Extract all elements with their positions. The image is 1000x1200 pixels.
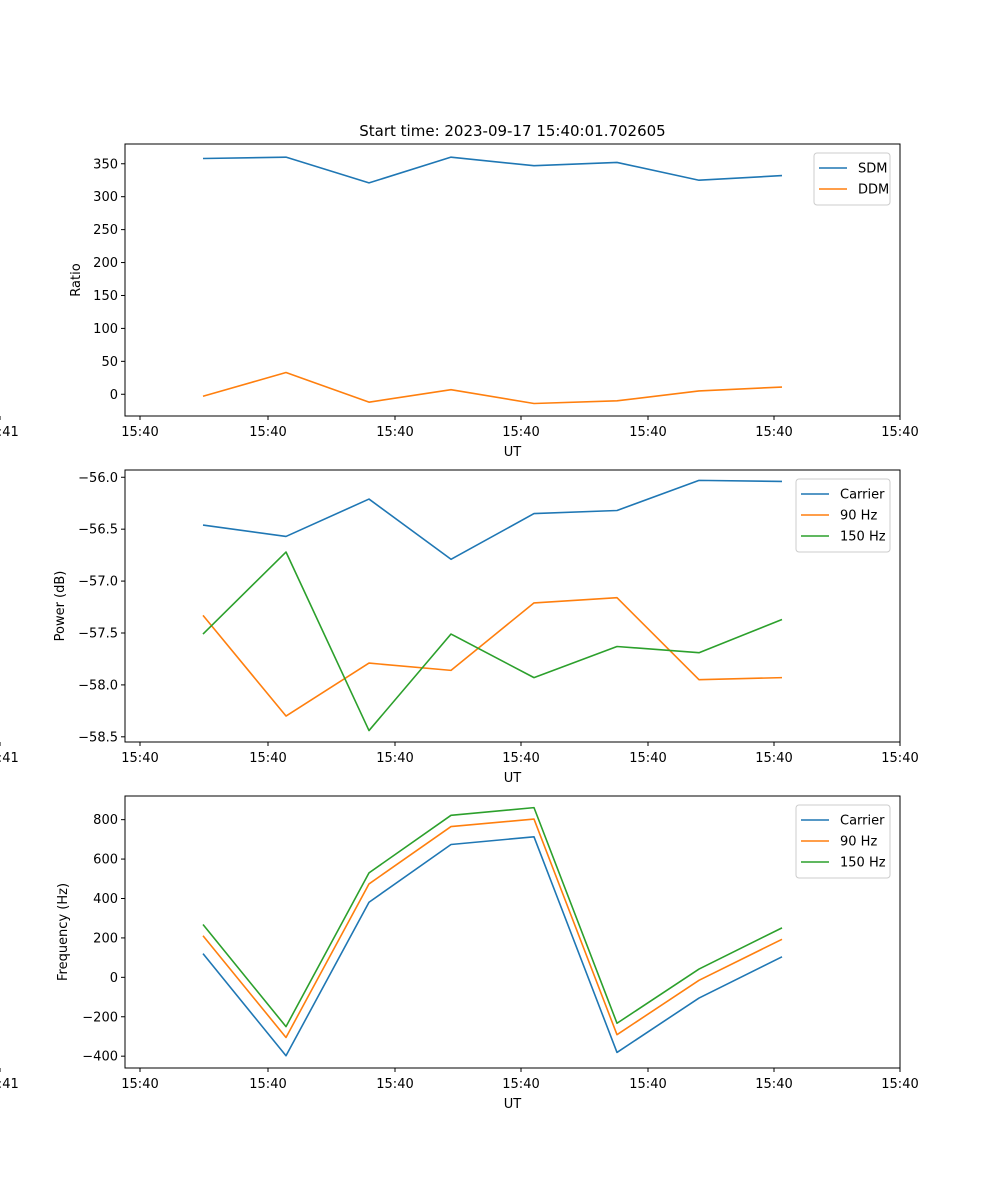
x-tick-label: 15:40	[121, 425, 158, 440]
x-tick-label: 15:40	[755, 1077, 792, 1092]
series-line-90-hz	[202, 818, 783, 1039]
x-tick-label: 15:41	[0, 425, 19, 440]
y-tick-label: 200	[93, 931, 118, 946]
legend: SDM DDM	[813, 152, 891, 206]
x-tick-label: 15:40	[502, 425, 539, 440]
series-line-carrier	[202, 479, 783, 561]
x-tick-label: 15:40	[249, 751, 286, 766]
y-tick-label: 250	[93, 223, 118, 238]
ratio-panel: Start time: 2023-09-17 15:40:01.702605 U…	[0, 122, 919, 460]
x-tick-label: 15:40	[881, 751, 918, 766]
y-axis-label: Frequency (Hz)	[56, 883, 71, 981]
x-tick-label: 15:40	[502, 751, 539, 766]
y-tick-label: −56.5	[78, 523, 118, 538]
y-tick-label: −58.0	[78, 678, 118, 693]
x-axis-label: UT	[504, 445, 522, 460]
x-tick-label: 15:40	[121, 1077, 158, 1092]
series-line-150-hz	[202, 551, 783, 732]
legend-label: 150 Hz	[840, 856, 886, 871]
frequency-plot-frame	[124, 795, 901, 1069]
legend-frame	[795, 478, 891, 553]
legend-label: Carrier	[840, 488, 885, 503]
x-tick-label: 15:40	[755, 751, 792, 766]
legend-label: Carrier	[840, 814, 885, 829]
legend-frame	[795, 804, 891, 879]
x-tick-label: 15:40	[629, 751, 666, 766]
y-tick-label: 200	[93, 256, 118, 271]
y-tick-label: 300	[93, 190, 118, 205]
x-tick-label: 15:40	[376, 425, 413, 440]
series-line-sdm	[202, 156, 783, 184]
x-tick-label: 15:40	[881, 1077, 918, 1092]
x-axis-label: UT	[504, 1097, 522, 1112]
series-line-90-hz	[202, 596, 783, 717]
x-tick-label: 15:40	[376, 751, 413, 766]
legend-label: 150 Hz	[840, 530, 886, 545]
legend-label: 90 Hz	[840, 509, 877, 524]
y-tick-label: 600	[93, 853, 118, 868]
y-tick-label: 100	[93, 322, 118, 337]
y-tick-label: 400	[93, 892, 118, 907]
y-tick-label: −400	[82, 1050, 118, 1065]
series-line-ddm	[202, 371, 783, 405]
x-tick-label: 15:40	[249, 1077, 286, 1092]
y-tick-label: 0	[110, 971, 118, 986]
chart-title: Start time: 2023-09-17 15:40:01.702605	[359, 122, 665, 140]
legend: Carrier 90 Hz 150 Hz	[795, 804, 891, 879]
legend-label: 90 Hz	[840, 835, 877, 850]
legend-label: DDM	[858, 183, 889, 198]
ratio-plot-frame	[124, 143, 901, 417]
legend-frame	[813, 152, 891, 206]
x-tick-label: 15:40	[755, 425, 792, 440]
x-tick-label: 15:41	[0, 1077, 19, 1092]
legend: Carrier 90 Hz 150 Hz	[795, 478, 891, 553]
x-tick-label: 15:40	[629, 1077, 666, 1092]
power-plot-frame	[124, 469, 901, 743]
x-tick-label: 15:40	[249, 425, 286, 440]
y-tick-label: 800	[93, 813, 118, 828]
power-panel: UT Power (dB) −58.5 −58.0 −57.5 −57.0 −56.5 −…	[0, 469, 919, 786]
y-tick-label: 0	[110, 388, 118, 403]
series-line-150-hz	[202, 806, 783, 1028]
x-tick-label: 15:41	[0, 751, 19, 766]
y-tick-label: 350	[93, 157, 118, 172]
y-tick-label: −58.5	[78, 730, 118, 745]
y-axis-label: Power (dB)	[53, 571, 68, 642]
y-tick-label: 50	[101, 355, 118, 370]
x-axis-label: UT	[504, 771, 522, 786]
x-tick-label: 15:40	[502, 1077, 539, 1092]
x-tick-label: 15:40	[881, 425, 918, 440]
x-tick-label: 15:40	[629, 425, 666, 440]
y-tick-label: −56.0	[78, 471, 118, 486]
legend-label: SDM	[858, 162, 887, 177]
y-axis-label: Ratio	[69, 263, 84, 296]
frequency-panel: UT Frequency (Hz) −400 −200 0 200 400 600 800 1…	[0, 795, 919, 1112]
y-tick-label: 150	[93, 289, 118, 304]
y-tick-label: −57.0	[78, 575, 118, 590]
y-tick-label: −200	[82, 1010, 118, 1025]
x-tick-label: 15:40	[121, 751, 158, 766]
series-line-carrier	[202, 835, 783, 1057]
y-tick-label: −57.5	[78, 626, 118, 641]
x-tick-label: 15:40	[376, 1077, 413, 1092]
